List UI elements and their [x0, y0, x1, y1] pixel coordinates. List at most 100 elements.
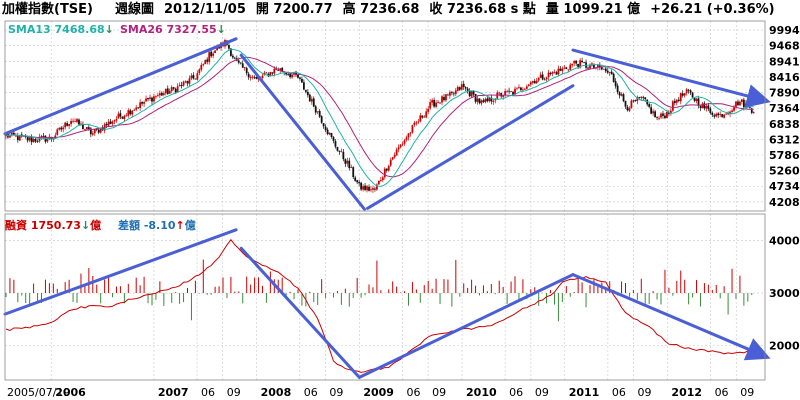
trendline — [357, 273, 575, 379]
candle-body — [612, 73, 615, 82]
candle-body — [671, 101, 674, 111]
candle-body — [172, 87, 175, 89]
trendline — [3, 228, 238, 316]
candle-body — [711, 112, 714, 115]
time-tick-label: 2005/07/19 — [7, 386, 70, 399]
candle-body — [535, 80, 538, 83]
candle-body — [328, 132, 331, 135]
candle-body — [68, 124, 71, 126]
candle-body — [433, 99, 436, 107]
candle-body — [596, 64, 599, 68]
candle-body — [571, 63, 574, 66]
candle-body — [251, 76, 254, 78]
candle-body — [423, 116, 426, 118]
candle-body — [415, 122, 418, 124]
candle-body — [529, 82, 532, 85]
candle-body — [742, 99, 745, 108]
candle-body — [326, 129, 329, 134]
candle-body — [113, 120, 116, 122]
candle-body — [395, 149, 398, 156]
trendline — [571, 273, 771, 361]
candle-body — [441, 96, 443, 103]
candle-body — [464, 87, 467, 89]
candle-body — [701, 103, 704, 109]
margin-tick-label: 4000 — [769, 234, 800, 247]
candle-body — [342, 151, 345, 160]
candle-body — [630, 100, 633, 109]
candle-body — [719, 113, 722, 115]
candle-body — [504, 91, 507, 96]
candle-body — [703, 103, 706, 109]
candle-body — [322, 123, 325, 127]
candle-body — [626, 106, 629, 111]
candle-body — [506, 91, 509, 93]
candle-body — [202, 64, 205, 65]
candle-body — [545, 77, 548, 80]
candle-body — [561, 68, 564, 72]
candle-body — [192, 75, 195, 79]
candle-body — [348, 160, 351, 169]
candle-body — [255, 77, 258, 79]
candle-body — [87, 127, 90, 129]
candle-body — [634, 100, 637, 102]
candle-body — [555, 72, 558, 75]
candle-body — [699, 106, 702, 108]
candle-body — [344, 159, 347, 164]
candle-body — [675, 99, 678, 103]
candle-body — [368, 186, 370, 191]
candle-body — [439, 102, 441, 104]
candle-body — [658, 117, 660, 119]
candle-body — [632, 100, 635, 102]
candle-body — [462, 83, 465, 88]
candle-body — [12, 132, 15, 136]
candle-body — [188, 78, 191, 84]
price-tick-label: 6312 — [769, 133, 800, 146]
candle-body — [190, 75, 193, 79]
candle-body — [537, 77, 540, 81]
margin-diff-bars — [5, 259, 753, 322]
candle-body — [214, 50, 217, 54]
candle-body — [346, 160, 349, 164]
margin-tick-label: 2000 — [769, 340, 800, 353]
time-tick-label: 2011 — [569, 386, 600, 399]
candle-body — [737, 101, 739, 106]
candle-body — [622, 94, 625, 102]
candle-body — [413, 122, 416, 125]
candle-body — [683, 93, 686, 96]
candle-body — [460, 84, 463, 90]
price-tick-label: 5260 — [769, 165, 800, 178]
candle-body — [26, 137, 29, 141]
candle-body — [131, 110, 134, 115]
candle-body — [99, 127, 102, 133]
candle-body — [557, 68, 560, 75]
candle-body — [409, 132, 412, 134]
candle-body — [474, 93, 477, 102]
candle-body — [306, 91, 309, 96]
candle-body — [575, 60, 578, 64]
candle-body — [522, 89, 524, 91]
candle-body — [685, 89, 688, 93]
candle-body — [539, 74, 542, 78]
candle-body — [421, 115, 424, 118]
candle-body — [559, 68, 562, 71]
margin-tick-label: 3000 — [769, 287, 800, 300]
candle-body — [76, 119, 78, 122]
candle-body — [717, 113, 720, 116]
candle-body — [486, 98, 489, 102]
candle-body — [358, 182, 361, 184]
candle-body — [565, 67, 568, 69]
candle-body — [9, 135, 11, 138]
candle-body — [450, 91, 453, 93]
candle-body — [602, 68, 605, 70]
candle-body — [403, 140, 406, 144]
candle-body — [194, 78, 197, 80]
candle-body — [731, 110, 733, 112]
candle-body — [123, 115, 126, 119]
candle-body — [216, 46, 218, 51]
candle-body — [746, 103, 749, 105]
candle-body — [608, 72, 611, 73]
candle-body — [527, 84, 530, 86]
candle-body — [593, 63, 595, 68]
candle-body — [520, 87, 522, 91]
